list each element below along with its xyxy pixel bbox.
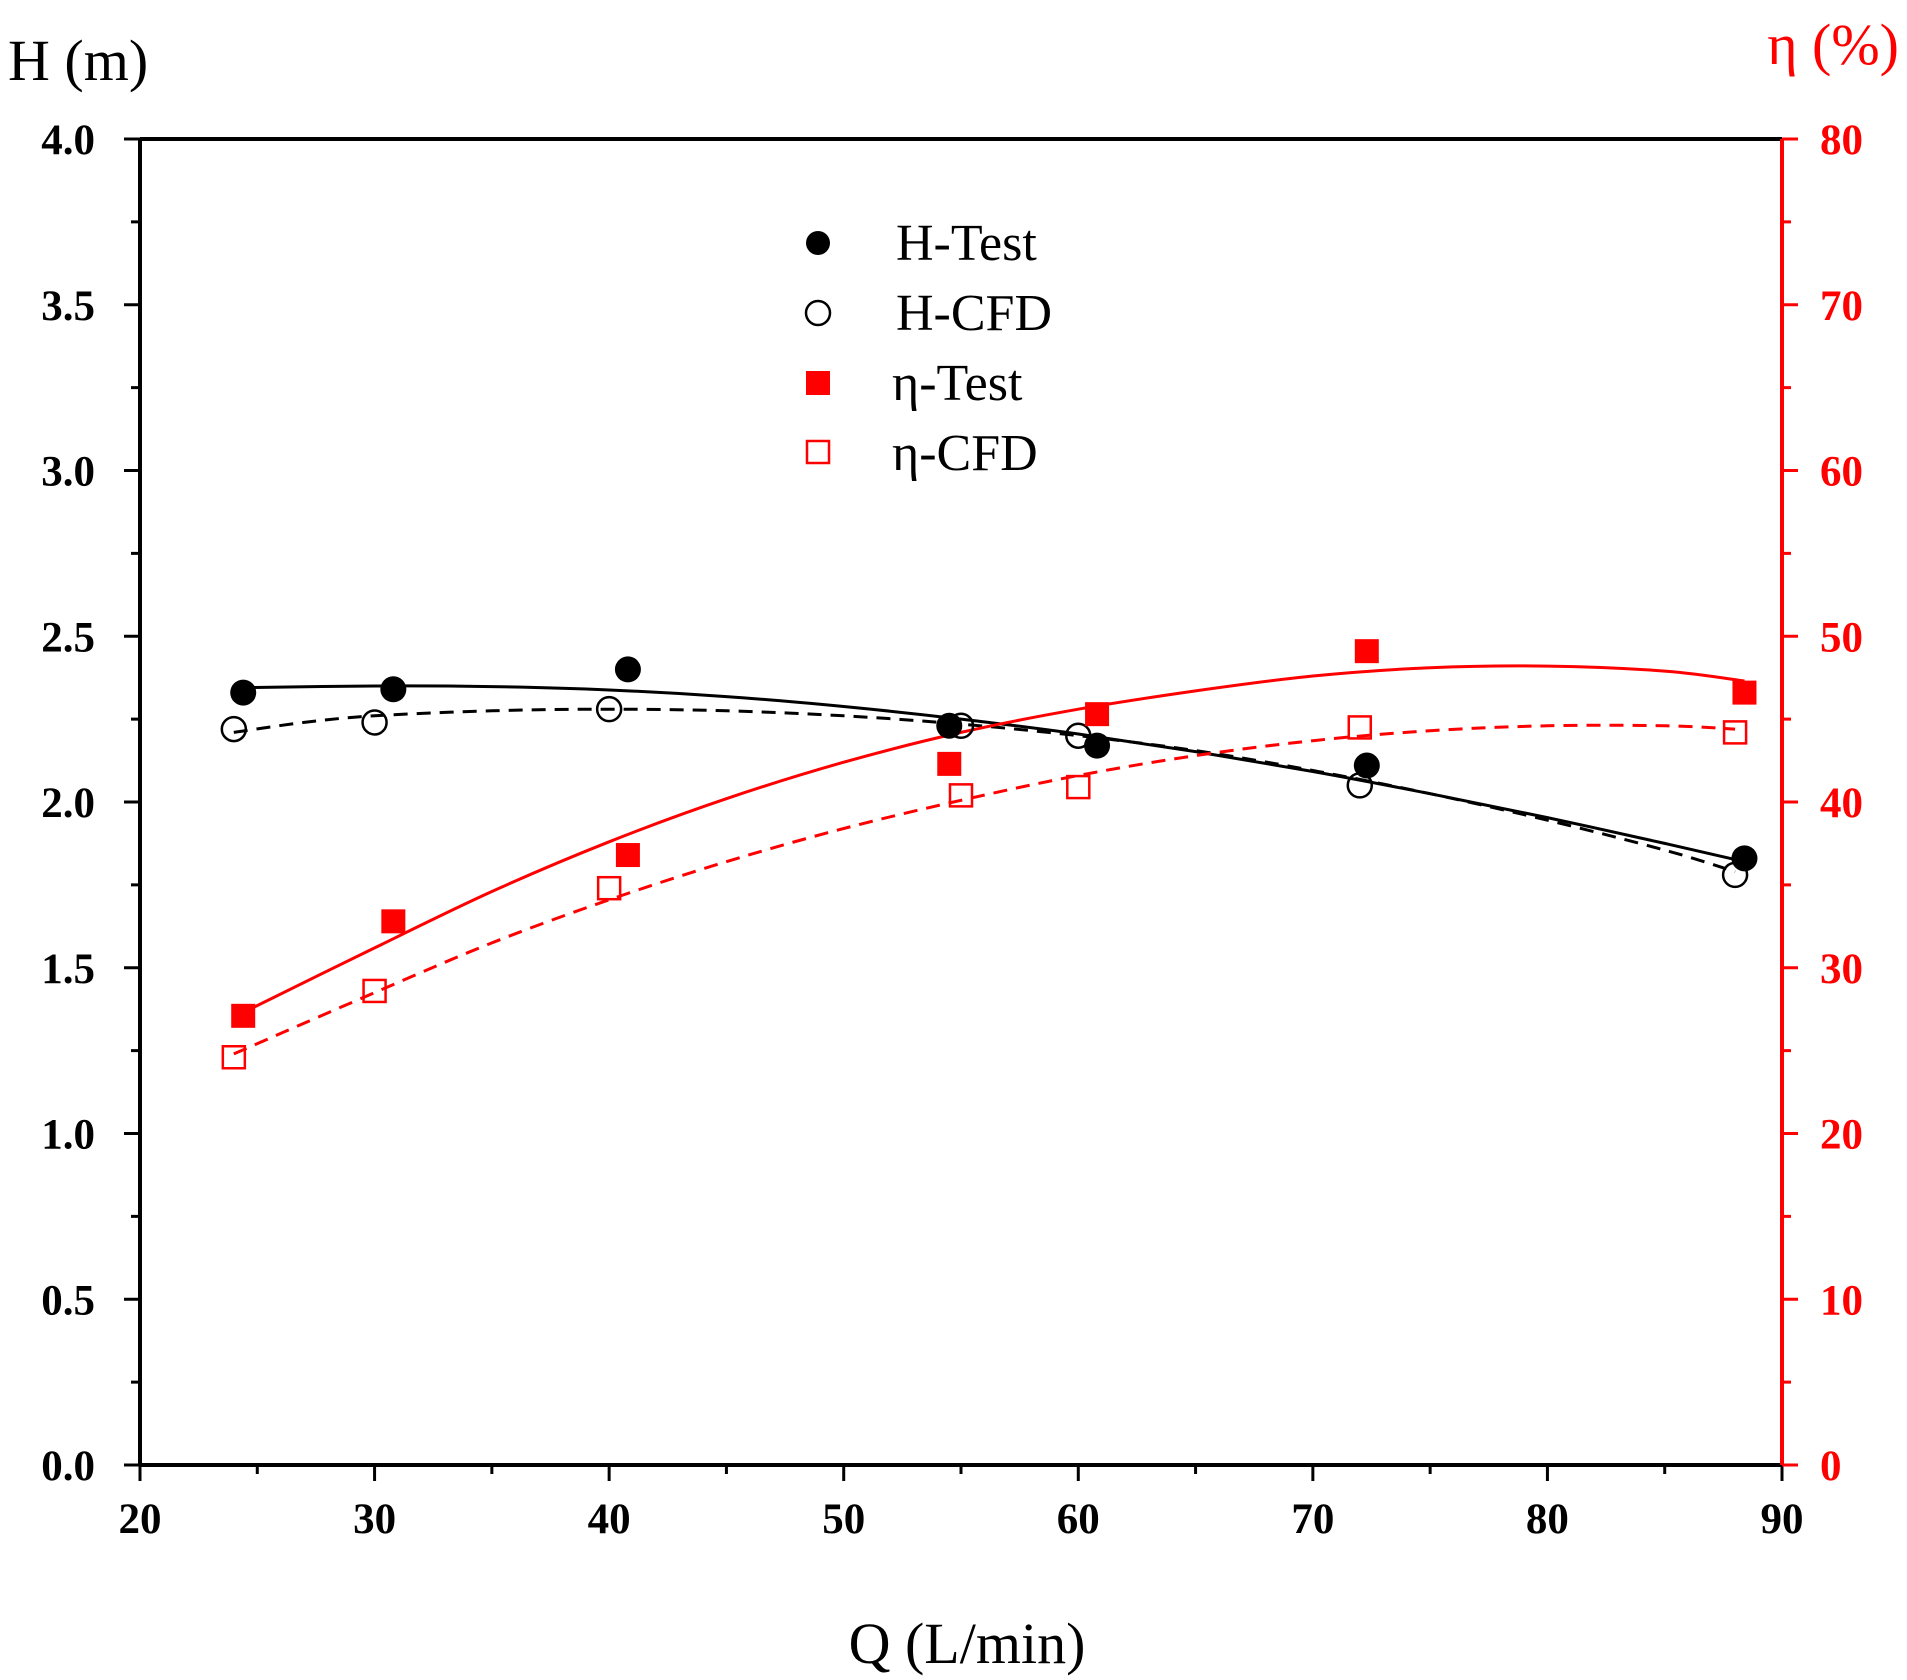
point-eta-test	[1732, 680, 1757, 705]
y-left-tick-label: 1.0	[41, 1112, 95, 1159]
y-right-tick-label: 70	[1820, 283, 1863, 330]
x-tick-label: 90	[1761, 1496, 1804, 1543]
y-right-tick-label: 30	[1820, 946, 1863, 993]
x-tick-label: 50	[822, 1496, 865, 1543]
point-eta-test	[231, 1003, 256, 1028]
point-h-cfd	[220, 715, 248, 743]
point-eta-test	[937, 751, 962, 776]
y-left-tick-label: 4.0	[41, 117, 95, 164]
x-tick-label: 70	[1291, 1496, 1334, 1543]
point-eta-cfd	[1722, 720, 1748, 745]
point-h-test	[1353, 752, 1380, 779]
y-left-tick-label: 0.5	[41, 1277, 95, 1324]
legend: H-Test H-CFD η-Test η-CFD	[804, 215, 1052, 482]
point-eta-cfd	[596, 875, 622, 901]
y-right-tick-label: 50	[1820, 614, 1863, 661]
point-h-cfd	[1065, 722, 1092, 749]
legend-label-h-test: H-Test	[896, 215, 1037, 272]
x-tick-label: 80	[1526, 1496, 1569, 1543]
x-tick-label: 30	[353, 1496, 396, 1543]
fit-curve-eta-cfd	[233, 723, 1736, 1056]
x-tick-label: 20	[119, 1496, 162, 1543]
legend-label-eta-cfd: η-CFD	[892, 425, 1038, 482]
y-right-tick-label: 60	[1820, 449, 1863, 496]
point-eta-test	[1354, 639, 1379, 664]
y-right-tick-label: 40	[1820, 780, 1863, 827]
point-eta-test	[615, 843, 640, 868]
point-eta-cfd	[362, 978, 387, 1004]
y-left-tick-label: 2.0	[41, 780, 95, 827]
legend-label-h-cfd: H-CFD	[896, 285, 1052, 342]
y-right-tick-label: 10	[1820, 1277, 1863, 1324]
axes: 20 30 40 50 60 70 80 90 0.0 0.5 1.0 1.5 2.0 2.5 3.0 3.5…	[41, 117, 1863, 1543]
y-right-tick-label: 20	[1820, 1112, 1863, 1159]
point-h-test	[380, 676, 407, 703]
y-right-tick-label: 0	[1820, 1443, 1842, 1490]
point-h-cfd	[947, 712, 975, 740]
legend-label-eta-test: η-Test	[892, 355, 1023, 412]
legend-marker-eta-cfd	[805, 439, 831, 465]
point-h-cfd	[361, 709, 388, 736]
y-right-axis-title: η (%)	[1767, 12, 1899, 77]
fit-curves	[233, 664, 1745, 1056]
fit-curve-h-test	[243, 684, 1745, 864]
y-left-tick-label: 2.5	[41, 614, 95, 661]
point-eta-test	[381, 909, 406, 934]
fit-curve-eta-test	[242, 664, 1745, 1014]
legend-marker-eta-test	[806, 371, 830, 395]
y-left-axis-title: H (m)	[8, 28, 148, 93]
y-right-tick-label: 80	[1820, 117, 1863, 164]
point-h-test	[614, 656, 641, 683]
point-eta-cfd	[1066, 774, 1091, 800]
y-left-tick-label: 3.5	[41, 283, 95, 330]
point-h-cfd	[595, 695, 623, 723]
x-axis-title: Q (L/min)	[849, 1611, 1086, 1676]
y-left-tick-label: 1.5	[41, 946, 95, 993]
y-left-tick-label: 3.0	[41, 449, 95, 496]
x-tick-label: 40	[588, 1496, 631, 1543]
fit-curve-h-cfd	[233, 707, 1736, 874]
legend-marker-h-test	[806, 231, 830, 255]
point-eta-test	[1085, 702, 1110, 727]
point-h-test	[1731, 845, 1758, 872]
point-h-cfd	[1721, 861, 1749, 889]
x-tick-label: 60	[1057, 1496, 1100, 1543]
data-markers	[220, 639, 1758, 1070]
point-eta-cfd	[221, 1045, 247, 1070]
point-h-test	[1084, 732, 1111, 759]
point-h-cfd	[1346, 772, 1374, 799]
y-left-tick-label: 0.0	[41, 1443, 95, 1490]
point-eta-cfd	[1347, 715, 1373, 740]
point-h-test	[230, 679, 257, 706]
point-eta-cfd	[948, 783, 974, 808]
legend-marker-h-cfd	[804, 299, 832, 327]
